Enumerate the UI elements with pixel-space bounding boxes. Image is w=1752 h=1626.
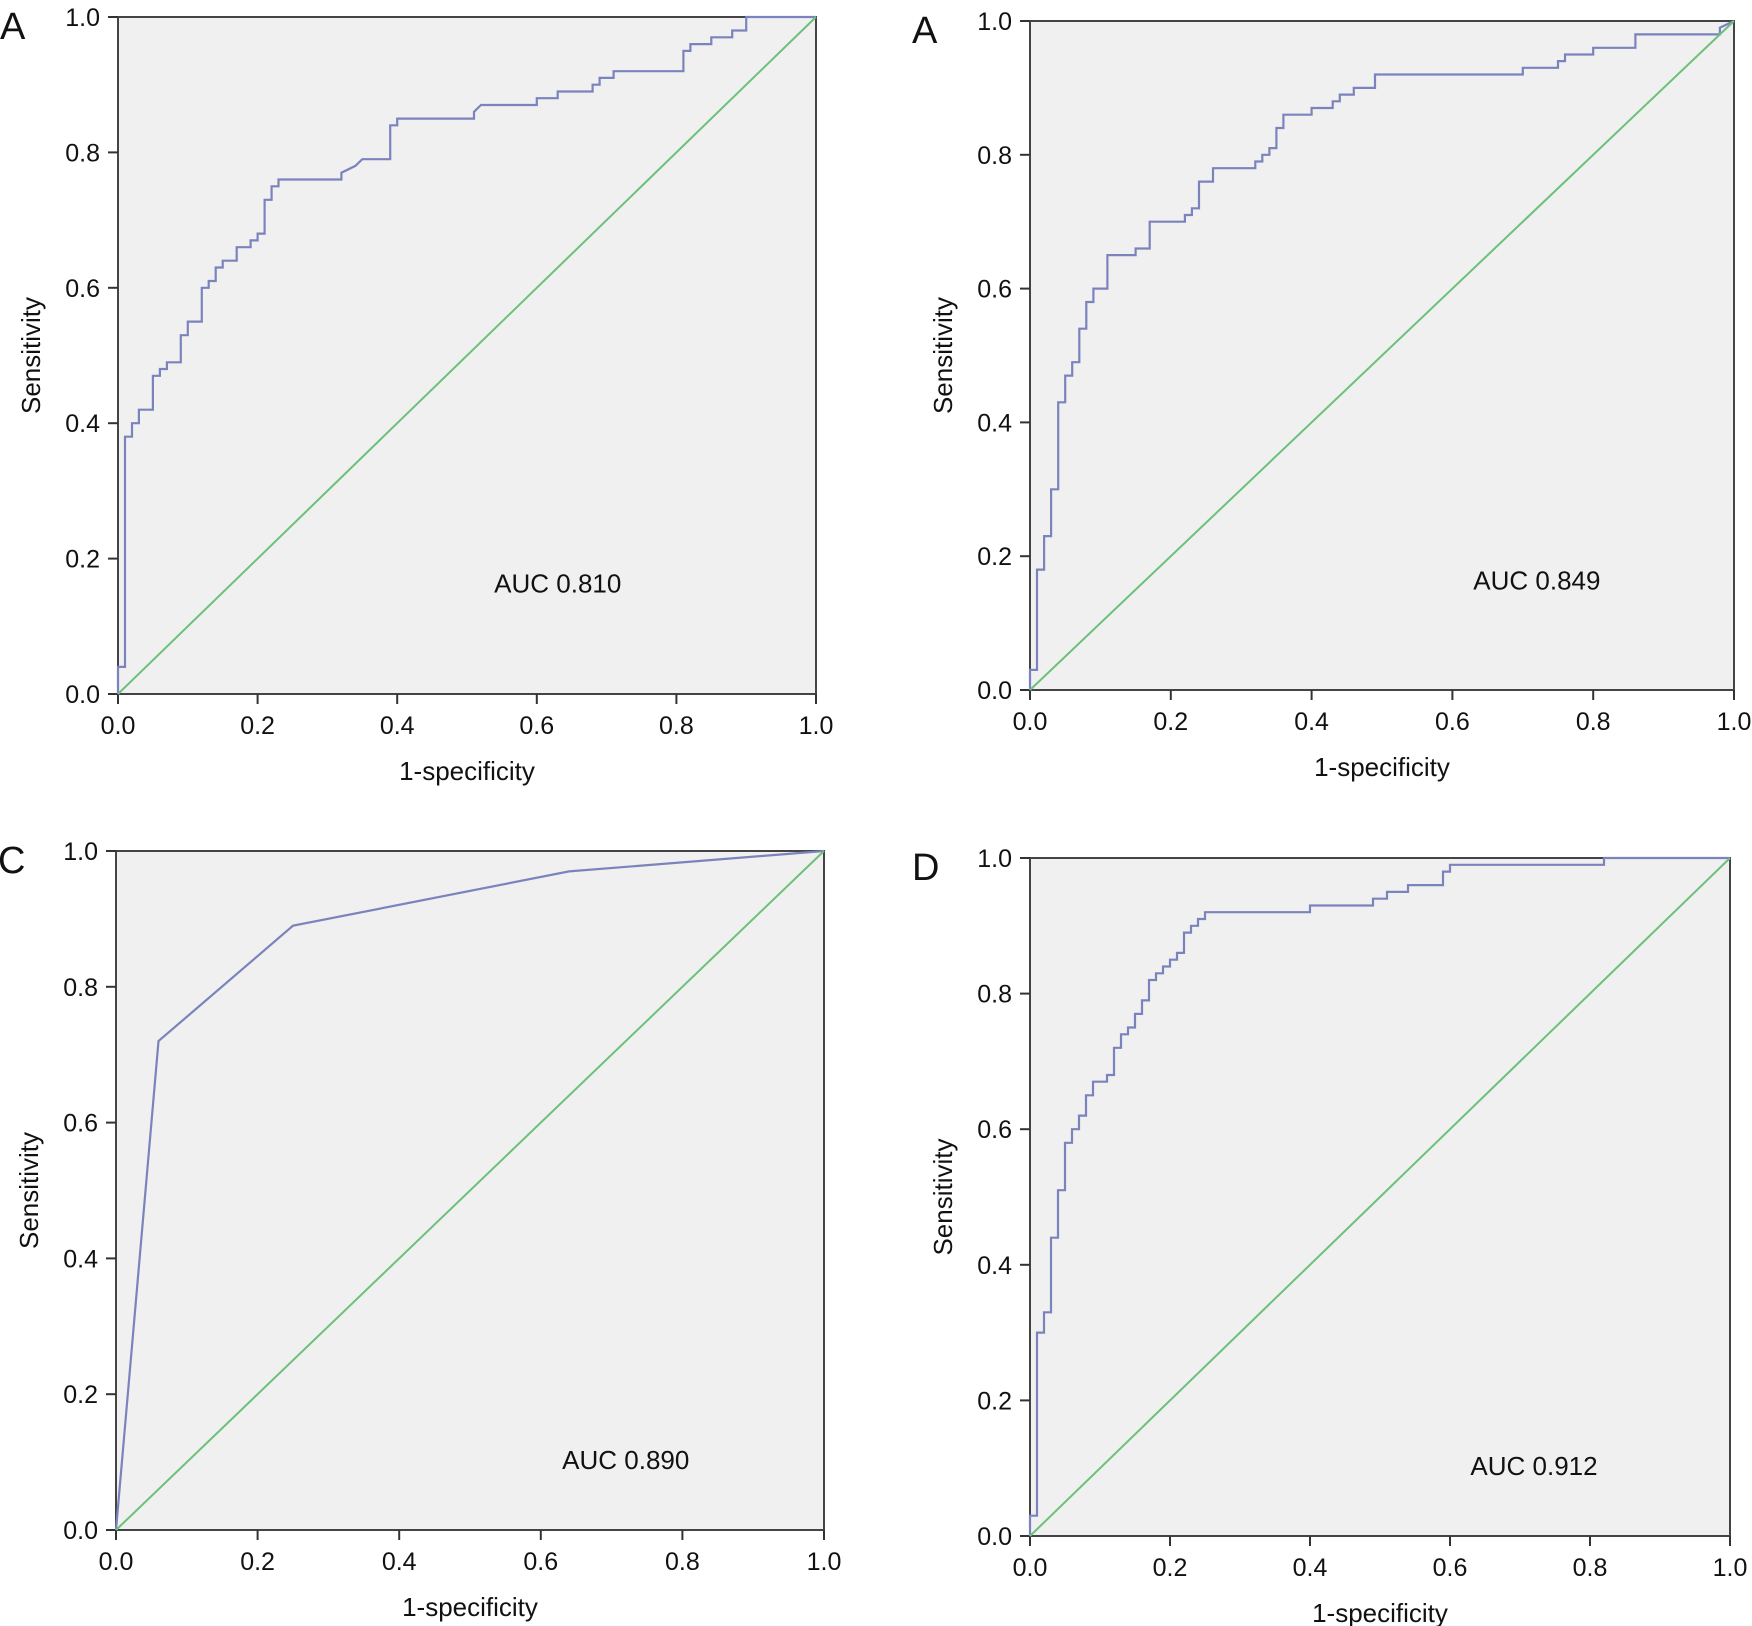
auc-annotation: AUC 0.849: [1473, 566, 1600, 596]
x-axis-title: 1-specificity: [1314, 752, 1450, 782]
roc-curve: [1028, 20, 1735, 690]
y-tick-label: 0.6: [65, 275, 100, 303]
y-tick-label: 1.0: [65, 4, 100, 32]
x-tick-label: 0.4: [1294, 708, 1329, 736]
y-tick-label: 0.8: [977, 981, 1012, 1009]
x-tick-label: 0.6: [523, 1548, 558, 1576]
x-axis-title: 1-specificity: [1312, 1598, 1448, 1626]
x-tick-label: 0.8: [1573, 1554, 1608, 1582]
auc-annotation: AUC 0.890: [562, 1445, 689, 1475]
roc-panel-3: C 0.0 0.2 0.4 0.6 0.8 1.0 0.0 0.2 0.4 0.6 0.8 1.0 1-s…: [0, 838, 841, 1622]
x-tick-label: 0.4: [1293, 1554, 1328, 1582]
y-tick-label: 0.4: [65, 410, 100, 438]
reference-line: [1029, 857, 1731, 1537]
x-tick-label: 0.2: [240, 712, 275, 740]
x-tick-label: 0.0: [1013, 708, 1048, 736]
x-tick-label: 0.6: [1433, 1554, 1468, 1582]
reference-line: [1029, 20, 1735, 691]
x-tick-label: 0.4: [380, 712, 415, 740]
y-axis-title: Sensitivity: [16, 297, 46, 414]
x-tick-label: 0.8: [665, 1548, 700, 1576]
auc-annotation: AUC 0.912: [1470, 1451, 1597, 1481]
y-tick-label: 0.8: [65, 139, 100, 167]
reference-line: [117, 16, 817, 695]
y-tick-label: 1.0: [977, 845, 1012, 873]
y-tick-label: 0.2: [65, 546, 100, 574]
y-tick-label: 0.4: [977, 1252, 1012, 1280]
x-tick-label: 1.0: [799, 712, 834, 740]
y-tick-label: 1.0: [63, 838, 98, 866]
y-tick-label: 0.0: [63, 1517, 98, 1545]
y-tick-label: 0.6: [63, 1110, 98, 1138]
panel-label: D: [912, 847, 939, 889]
y-tick-label: 0.6: [977, 1116, 1012, 1144]
x-tick-label: 0.8: [659, 712, 694, 740]
x-tick-label: 0.2: [240, 1548, 275, 1576]
y-tick-label: 1.0: [977, 8, 1012, 36]
x-tick-label: 1.0: [1713, 1554, 1748, 1582]
y-axis-title: Sensitivity: [928, 1138, 958, 1255]
x-tick-label: 0.2: [1153, 1554, 1188, 1582]
roc-curve: [116, 15, 816, 694]
y-tick-label: 0.0: [977, 677, 1012, 705]
panel-label: A: [0, 6, 26, 48]
roc-curve: [114, 849, 825, 1531]
y-axis-title: Sensitivity: [928, 297, 958, 414]
y-tick-label: 0.2: [63, 1381, 98, 1409]
x-axis-title: 1-specificity: [399, 756, 535, 786]
roc-panel-4: D 0.0 0.2 0.4 0.6 0.8 1.0 0.0 0.2 0.4 0.6 0.8 1.0 1-s…: [912, 845, 1747, 1626]
roc-panel-1: A 0.0 0.2 0.4 0.6 0.8 1.0 0.0 0.2 0.4 0.6 0.8 1.0 1-s…: [0, 4, 833, 786]
x-tick-label: 0.2: [1153, 708, 1188, 736]
y-tick-label: 0.2: [977, 543, 1012, 571]
y-axis-title: Sensitivity: [14, 1132, 44, 1249]
x-tick-label: 0.4: [382, 1548, 417, 1576]
x-axis-title: 1-specificity: [402, 1592, 538, 1622]
x-tick-label: 0.8: [1576, 708, 1611, 736]
y-tick-label: 0.6: [977, 276, 1012, 304]
x-tick-label: 1.0: [1717, 708, 1752, 736]
y-tick-label: 0.0: [977, 1523, 1012, 1551]
roc-panel-2: A 0.0 0.2 0.4 0.6 0.8 1.0 0.0 0.2 0.4 0.6 0.8 1.0 1-s…: [912, 8, 1751, 782]
x-tick-label: 0.0: [99, 1548, 134, 1576]
x-tick-label: 0.6: [1435, 708, 1470, 736]
x-tick-label: 0.0: [1013, 1554, 1048, 1582]
panel-label: C: [0, 840, 25, 882]
y-tick-label: 0.2: [977, 1387, 1012, 1415]
y-tick-label: 0.4: [977, 409, 1012, 437]
y-tick-label: 0.4: [63, 1245, 98, 1273]
panel-label: A: [912, 10, 938, 52]
y-tick-label: 0.8: [977, 142, 1012, 170]
y-tick-label: 0.8: [63, 974, 98, 1002]
y-tick-label: 0.0: [65, 681, 100, 709]
x-tick-label: 1.0: [807, 1548, 842, 1576]
reference-line: [115, 850, 825, 1531]
x-tick-label: 0.0: [101, 712, 136, 740]
roc-curve: [1028, 856, 1730, 1536]
x-tick-label: 0.6: [519, 712, 554, 740]
auc-annotation: AUC 0.810: [494, 568, 621, 598]
